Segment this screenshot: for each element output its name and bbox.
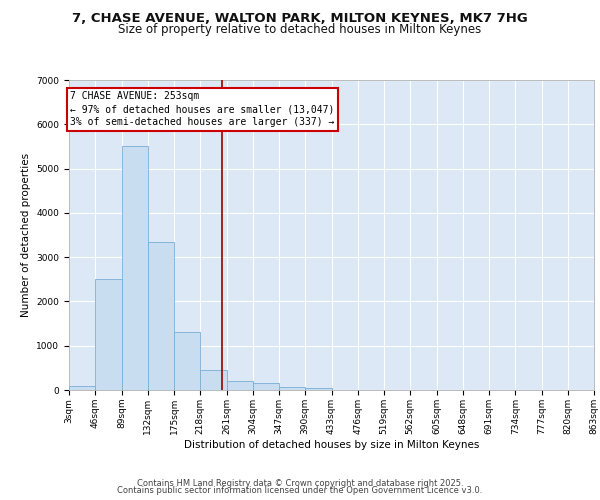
- X-axis label: Distribution of detached houses by size in Milton Keynes: Distribution of detached houses by size …: [184, 440, 479, 450]
- Bar: [279, 386, 305, 390]
- Bar: [148, 242, 174, 390]
- Text: Contains HM Land Registry data © Crown copyright and database right 2025.: Contains HM Land Registry data © Crown c…: [137, 478, 463, 488]
- Text: Contains public sector information licensed under the Open Government Licence v3: Contains public sector information licen…: [118, 486, 482, 495]
- Bar: [95, 280, 121, 390]
- Text: 7, CHASE AVENUE, WALTON PARK, MILTON KEYNES, MK7 7HG: 7, CHASE AVENUE, WALTON PARK, MILTON KEY…: [72, 12, 528, 26]
- Bar: [227, 381, 253, 390]
- Bar: [121, 146, 148, 390]
- Bar: [200, 370, 227, 390]
- Text: Size of property relative to detached houses in Milton Keynes: Size of property relative to detached ho…: [118, 22, 482, 36]
- Bar: [69, 386, 95, 390]
- Text: 7 CHASE AVENUE: 253sqm
← 97% of detached houses are smaller (13,047)
3% of semi-: 7 CHASE AVENUE: 253sqm ← 97% of detached…: [70, 91, 335, 128]
- Bar: [305, 388, 331, 390]
- Bar: [253, 384, 279, 390]
- Y-axis label: Number of detached properties: Number of detached properties: [21, 153, 31, 317]
- Bar: [174, 332, 200, 390]
